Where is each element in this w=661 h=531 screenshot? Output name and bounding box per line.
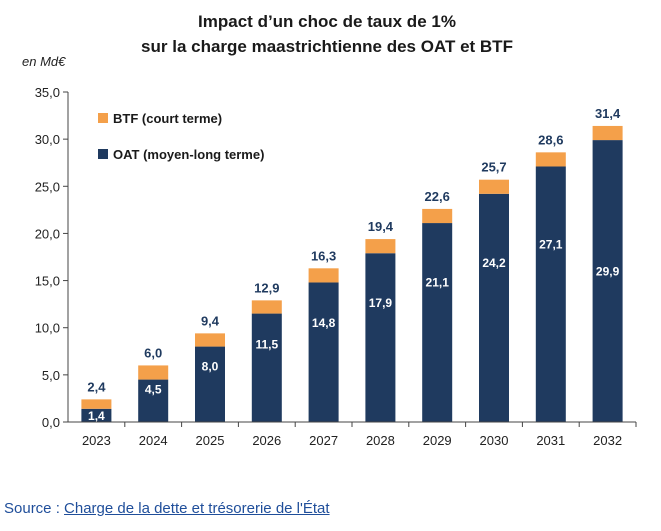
x-tick-label: 2029 <box>423 433 452 448</box>
bar-oat-value-label: 11,5 <box>255 337 278 351</box>
y-axis-unit-label: en Md€ <box>22 54 66 69</box>
chart-title: Impact d’un choc de taux de 1% <box>198 12 456 31</box>
bar-oat-value-label: 1,4 <box>88 409 105 423</box>
bar-total-label: 16,3 <box>311 248 336 263</box>
stacked-bar-chart: Impact d’un choc de taux de 1% sur la ch… <box>22 12 637 448</box>
bar-btf <box>365 239 396 254</box>
x-tick-label: 2023 <box>82 433 111 448</box>
legend-label-oat: OAT (moyen-long terme) <box>113 147 264 162</box>
x-tick-label: 2026 <box>252 433 281 448</box>
bar-oat <box>592 140 623 423</box>
bar-oat <box>308 282 339 422</box>
bar-oat-value-label: 24,2 <box>482 256 506 270</box>
y-tick-label: 15,0 <box>35 274 60 289</box>
bar-oat-value-label: 4,5 <box>145 383 162 397</box>
bar-oat-value-label: 14,8 <box>312 316 336 330</box>
bar-btf <box>308 268 339 283</box>
x-tick-label: 2032 <box>593 433 622 448</box>
bar-oat-value-label: 27,1 <box>539 237 563 251</box>
bars-group: 1,4 2,4 4,5 6,0 8,0 9,4 11,5 12,9 14,8 16,3 17,9 19… <box>81 106 623 423</box>
x-tick-label: 2027 <box>309 433 338 448</box>
bar-btf <box>195 333 225 347</box>
y-tick-label: 30,0 <box>35 132 60 147</box>
bar-total-label: 19,4 <box>368 219 394 234</box>
y-tick-label: 0,0 <box>42 415 60 430</box>
bar-oat <box>251 313 282 422</box>
bar-oat-value-label: 21,1 <box>426 276 450 290</box>
bar-btf <box>479 179 509 194</box>
y-tick-label: 25,0 <box>35 179 60 194</box>
bar-total-label: 31,4 <box>595 106 621 121</box>
bar-oat-value-label: 29,9 <box>596 264 620 278</box>
y-tick-label: 5,0 <box>42 368 60 383</box>
source-link[interactable]: Charge de la dette et trésorerie de l'Ét… <box>64 500 330 517</box>
x-tick-label: 2031 <box>536 433 565 448</box>
legend-swatch-oat <box>98 149 108 159</box>
bar-btf <box>251 300 282 314</box>
bar-oat <box>81 408 112 422</box>
source-line: Source : Charge de la dette et trésoreri… <box>4 500 330 517</box>
bar-total-label: 9,4 <box>201 313 220 328</box>
y-tick-label: 20,0 <box>35 226 60 241</box>
bar-btf <box>592 125 623 141</box>
bar-btf <box>81 399 112 409</box>
y-axis: 0,0 5,0 10,0 15,0 20,0 25,0 30,0 35,0 <box>35 85 69 430</box>
bar-oat <box>535 166 566 422</box>
source-prefix: Source : <box>4 500 65 517</box>
x-tick-label: 2030 <box>480 433 509 448</box>
bar-oat <box>195 346 225 422</box>
x-axis: 2023 2024 2025 2026 2027 2028 2029 2030 2031 2032 <box>68 421 637 448</box>
x-tick-label: 2028 <box>366 433 395 448</box>
bar-total-label: 28,6 <box>538 132 563 147</box>
y-tick-label: 35,0 <box>35 85 60 100</box>
bar-total-label: 22,6 <box>425 189 450 204</box>
bar-oat <box>422 223 453 422</box>
chart-subtitle: sur la charge maastrichtienne des OAT et… <box>141 37 513 56</box>
bar-total-label: 2,4 <box>87 379 106 394</box>
x-tick-label: 2025 <box>196 433 225 448</box>
x-tick-label: 2024 <box>139 433 168 448</box>
y-tick-label: 10,0 <box>35 321 60 336</box>
bar-btf <box>535 152 566 167</box>
bar-total-label: 12,9 <box>254 280 279 295</box>
bar-oat-value-label: 17,9 <box>369 296 393 310</box>
legend-label-btf: BTF (court terme) <box>113 111 222 126</box>
bar-oat <box>365 253 396 422</box>
bar-btf <box>422 208 453 224</box>
bar-oat-value-label: 8,0 <box>202 360 219 374</box>
bar-total-label: 6,0 <box>144 345 162 360</box>
legend-swatch-btf <box>98 113 108 123</box>
legend: BTF (court terme) OAT (moyen-long terme) <box>98 111 264 162</box>
bar-oat <box>138 379 169 422</box>
bar-oat <box>479 193 509 422</box>
bar-total-label: 25,7 <box>481 160 506 175</box>
bar-btf <box>138 365 169 380</box>
